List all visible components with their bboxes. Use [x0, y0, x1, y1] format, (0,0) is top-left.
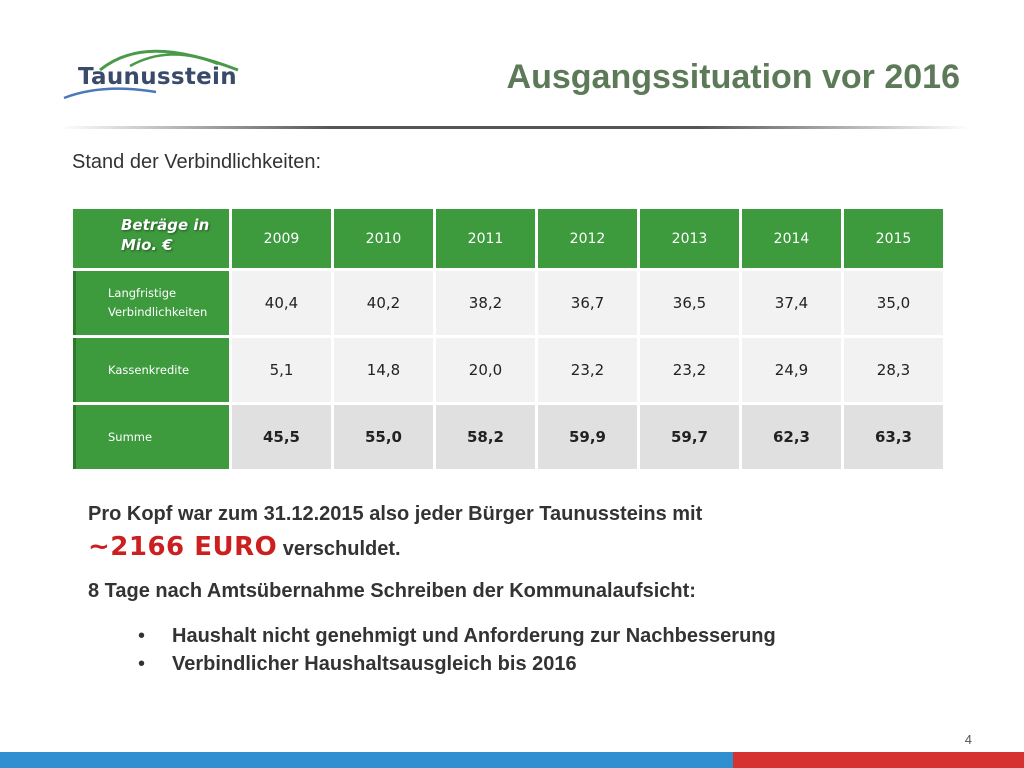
table-cell: 37,4	[742, 271, 841, 335]
year-header: 2009	[232, 209, 331, 268]
slide-title: Ausgangssituation vor 2016	[506, 58, 960, 96]
table-cell: 36,5	[640, 271, 739, 335]
supervision-letter-statement: 8 Tage nach Amtsübernahme Schreiben der …	[88, 580, 696, 602]
year-header: 2011	[436, 209, 535, 268]
table-cell: 23,2	[640, 338, 739, 402]
per-capita-suffix: verschuldet.	[277, 538, 401, 560]
summary-text: Pro Kopf war zum 31.12.2015 also jeder B…	[88, 503, 776, 681]
amount-unit-line2: Mio. €	[121, 236, 173, 254]
table-cell: 40,4	[232, 271, 331, 335]
debt-table: Beträge in Mio. € 2009 2010 2011 2012 20…	[70, 206, 946, 472]
list-item: • Haushalt nicht genehmigt und Anforderu…	[88, 625, 776, 653]
table-cell: 24,9	[742, 338, 841, 402]
table-cell: 28,3	[844, 338, 943, 402]
table-cell: 40,2	[334, 271, 433, 335]
taunusstein-logo: Taunusstein	[60, 40, 240, 104]
table-cell: 20,0	[436, 338, 535, 402]
year-header: 2013	[640, 209, 739, 268]
list-item: • Verbindlicher Haushaltsausgleich bis 2…	[88, 653, 776, 681]
year-header: 2015	[844, 209, 943, 268]
table-cell: 38,2	[436, 271, 535, 335]
table-cell: 55,0	[334, 405, 433, 469]
page-number: 4	[964, 732, 972, 747]
list-item-text: Verbindlicher Haushaltsausgleich bis 201…	[172, 653, 577, 675]
table-cell: 5,1	[232, 338, 331, 402]
table-header-row: Beträge in Mio. € 2009 2010 2011 2012 20…	[73, 209, 943, 268]
row-label: Kassenkredite	[73, 338, 229, 402]
table-cell: 58,2	[436, 405, 535, 469]
logo-wordmark: Taunusstein	[78, 64, 237, 90]
year-header: 2014	[742, 209, 841, 268]
amount-unit-line1: Beträge in	[121, 216, 210, 234]
bullet-icon: •	[138, 625, 146, 647]
footer-blue-segment	[0, 752, 733, 768]
list-item-text: Haushalt nicht genehmigt und Anforderung…	[172, 625, 776, 647]
per-capita-debt-highlight: ~2166 EURO	[88, 532, 278, 562]
table-cell: 59,7	[640, 405, 739, 469]
table-cell: 45,5	[232, 405, 331, 469]
bullet-list: • Haushalt nicht genehmigt und Anforderu…	[88, 625, 776, 681]
footer-bar	[0, 752, 1024, 768]
year-header: 2012	[538, 209, 637, 268]
slide-subtitle: Stand der Verbindlichkeiten:	[72, 151, 322, 173]
table-row-long-term: Langfristige Verbindlichkeiten 40,4 40,2…	[73, 271, 943, 335]
row-label: Summe	[73, 405, 229, 469]
table-cell: 35,0	[844, 271, 943, 335]
footer-red-segment	[733, 752, 1024, 768]
table-row-sum: Summe 45,5 55,0 58,2 59,9 59,7 62,3 63,3	[73, 405, 943, 469]
row-label: Langfristige Verbindlichkeiten	[73, 271, 229, 335]
hills-icon	[63, 49, 239, 100]
row-label-line2: Verbindlichkeiten	[108, 305, 208, 319]
title-divider	[60, 126, 970, 129]
amount-unit-header: Beträge in Mio. €	[73, 209, 229, 268]
per-capita-statement: Pro Kopf war zum 31.12.2015 also jeder B…	[88, 503, 703, 525]
row-label-line1: Langfristige	[108, 286, 177, 300]
per-capita-amount-line: ~2166 EURO verschuldet.	[88, 532, 776, 562]
table-cell: 63,3	[844, 405, 943, 469]
table-cell: 62,3	[742, 405, 841, 469]
table-row-cash-credits: Kassenkredite 5,1 14,8 20,0 23,2 23,2 24…	[73, 338, 943, 402]
year-header: 2010	[334, 209, 433, 268]
table-cell: 36,7	[538, 271, 637, 335]
table-cell: 59,9	[538, 405, 637, 469]
bullet-icon: •	[138, 653, 146, 675]
table-cell: 23,2	[538, 338, 637, 402]
table-cell: 14,8	[334, 338, 433, 402]
